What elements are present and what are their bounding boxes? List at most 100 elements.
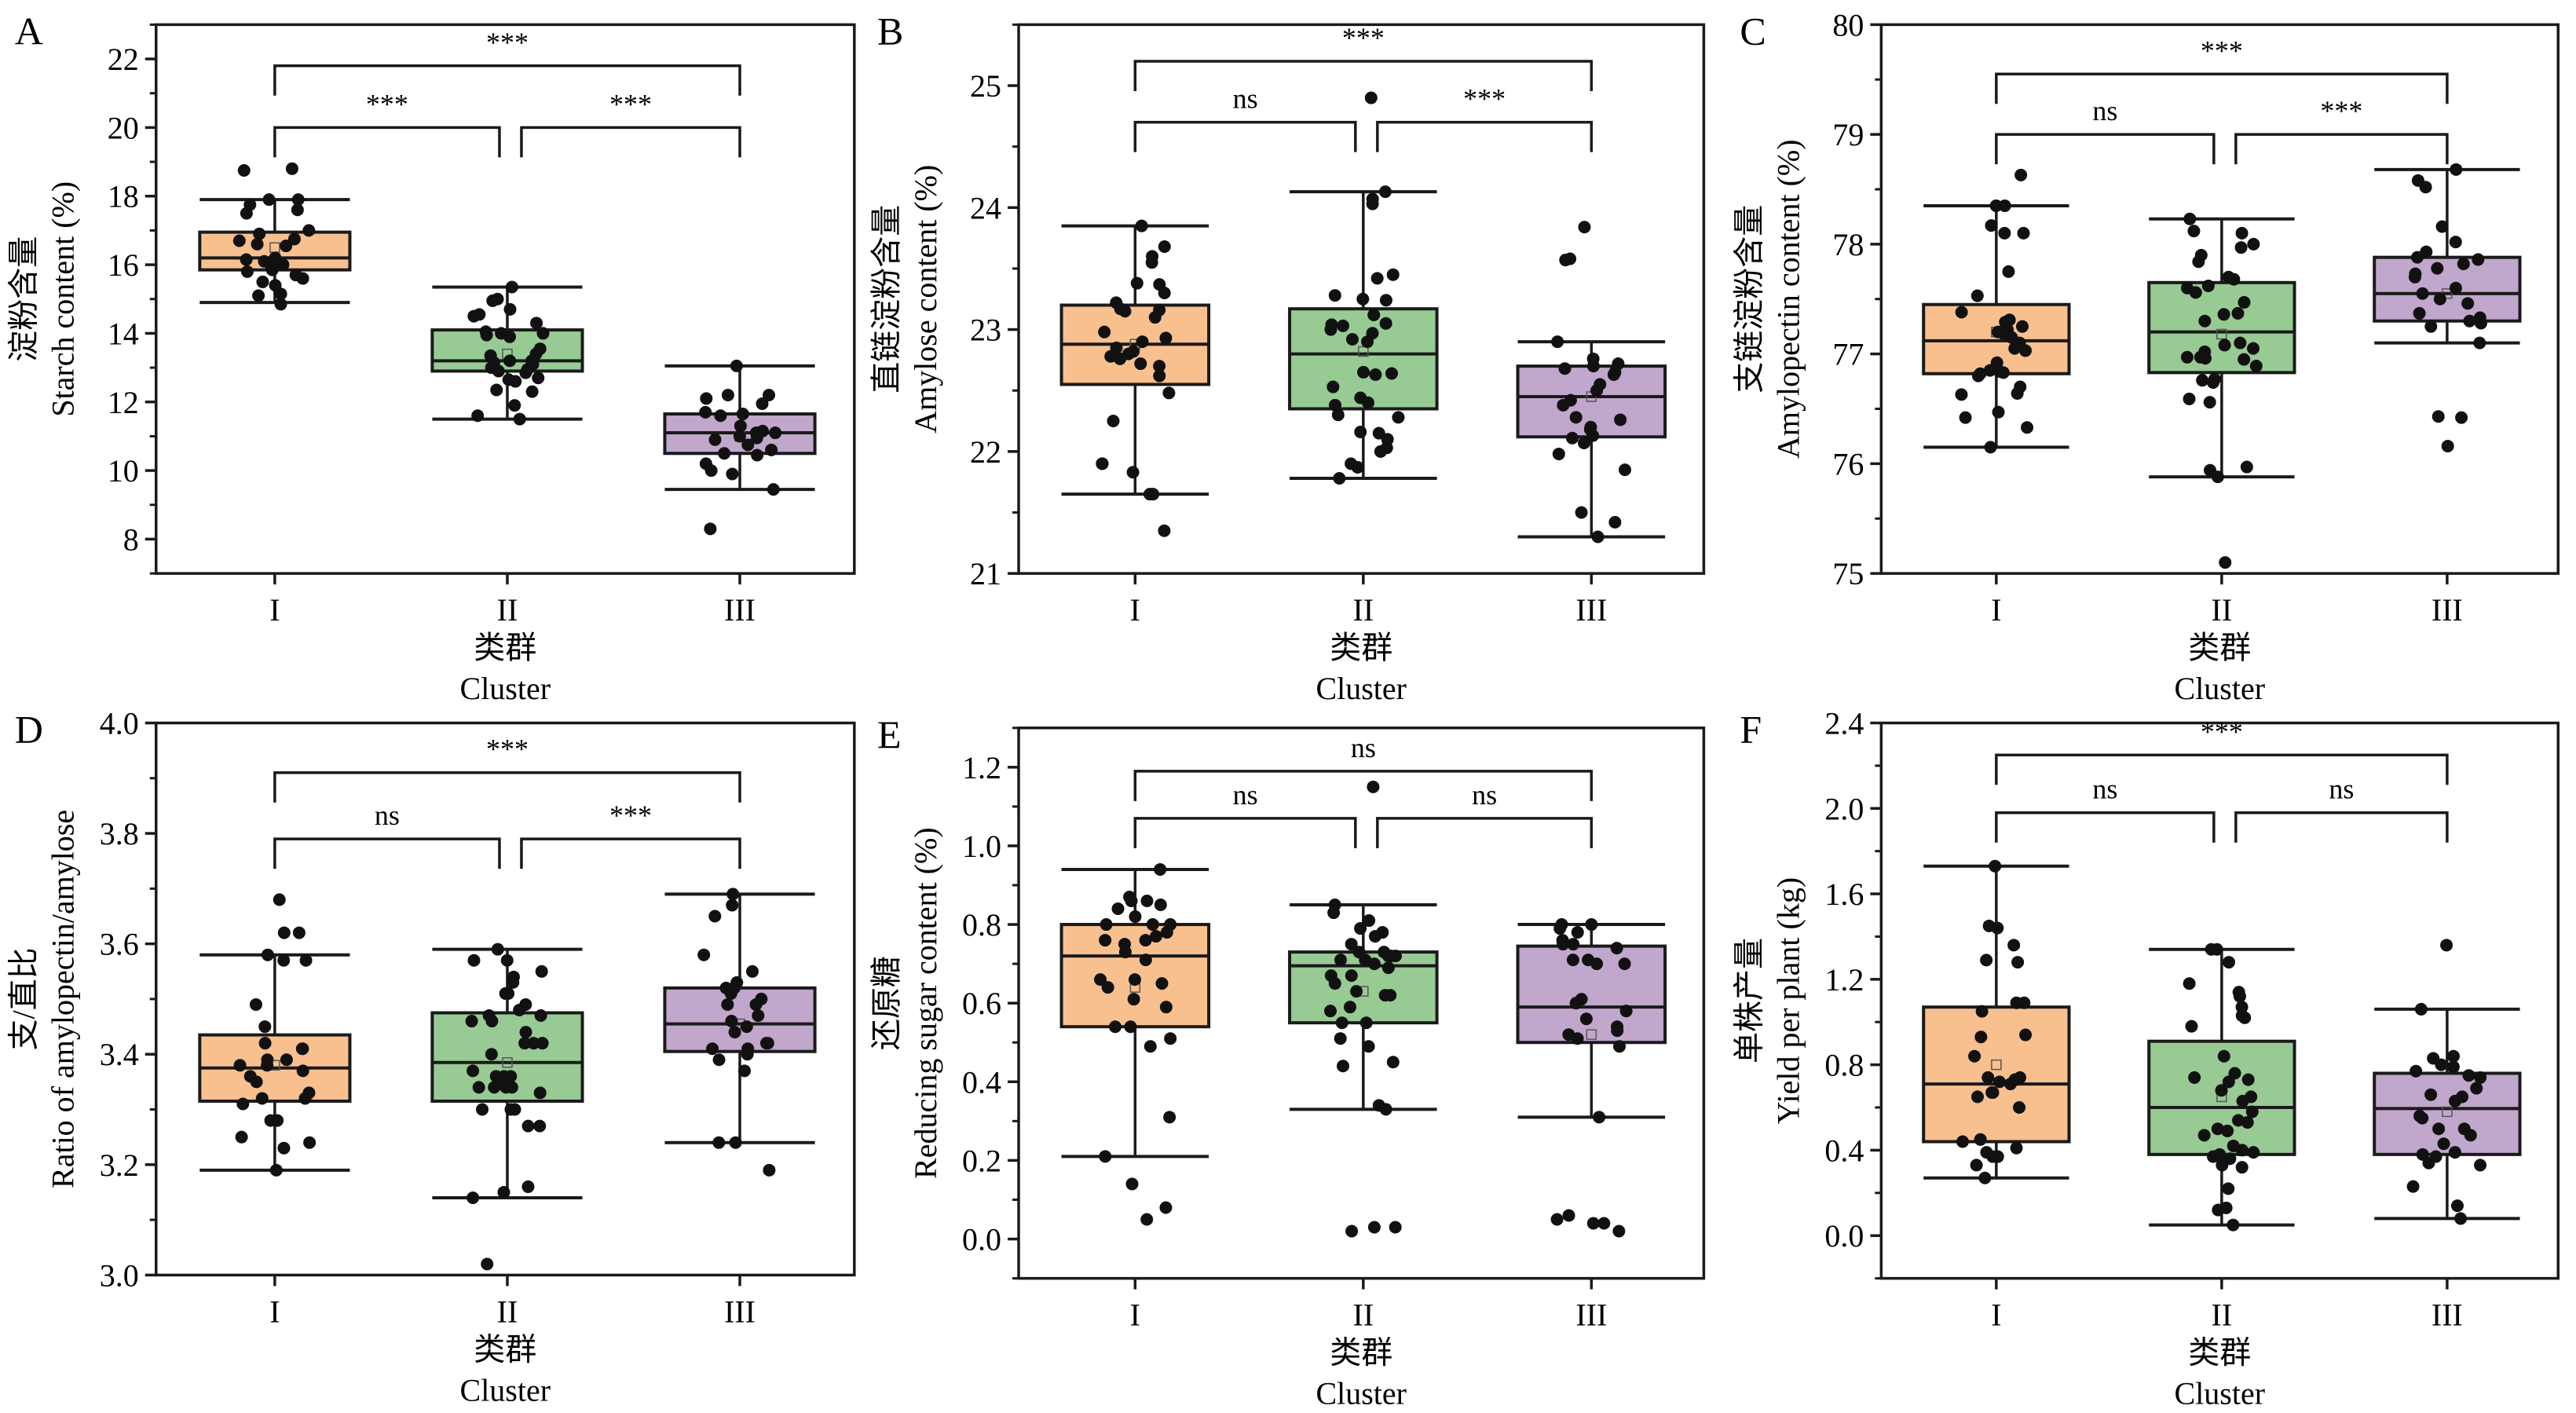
data-point [721,998,734,1011]
data-point [1159,331,1173,345]
x-axis-title: Cluster [2175,1376,2266,1411]
data-point [2007,939,2021,952]
data-point [2002,265,2015,278]
y-axis-title: Ratio of amylopectin/amylose [46,810,81,1188]
y-tick-label: 76 [1832,446,1864,481]
mean-marker [2442,1106,2453,1118]
iqr-box [1288,307,1439,411]
panel-letter: F [1740,707,1762,751]
y-tick-label: 77 [1832,337,1864,372]
data-point [503,302,517,316]
data-point [488,1081,501,1094]
y-axis-title-cn: 支/直比 [6,947,42,1050]
x-tick-label: II [497,1294,518,1329]
data-point [2221,1124,2234,1137]
data-point [1984,441,1997,454]
y-tick-label: 1.6 [1824,877,1864,912]
data-point [2238,353,2251,366]
significance-label: *** [486,734,529,765]
significance-bracket [1133,817,1357,848]
y-tick-label: 8 [123,522,139,557]
data-point [1140,1213,1154,1226]
data-point [1593,1111,1606,1124]
data-point [232,234,246,247]
data-point [2463,314,2476,328]
data-point [2183,977,2196,990]
significance-label: ns [1351,732,1376,763]
data-point [2249,359,2263,372]
data-point [291,203,304,217]
data-point [699,405,712,419]
data-point [1345,969,1358,983]
data-point [2210,943,2223,956]
x-tick-label: III [724,1294,756,1329]
data-point [1324,1005,1337,1018]
y-tick-label: 16 [108,247,139,283]
y-tick-label: 22 [970,434,1001,470]
data-point [2241,1116,2254,1129]
data-point [1571,926,1584,939]
data-point [2011,386,2024,400]
data-point [1149,930,1162,943]
data-point [1558,362,1572,375]
data-point [2197,1129,2211,1142]
y-tick-label: 3.4 [100,1037,139,1072]
significance-label: *** [1463,83,1506,115]
data-point [2457,258,2470,271]
significance-label: *** [1342,22,1385,53]
data-point [2222,1075,2235,1089]
data-point [2433,292,2446,306]
x-axis-title: Cluster [460,671,551,706]
data-point [1100,918,1113,932]
data-point [536,327,550,340]
data-point [280,240,293,253]
panel-letter: D [15,707,43,751]
significance-bracket [1133,120,1357,152]
data-point [1354,425,1367,438]
data-point [1986,1085,2000,1099]
y-tick-label: 0.8 [1824,1048,1864,1083]
data-point [1158,524,1171,537]
data-point [277,1141,291,1155]
data-point [518,1037,532,1050]
data-point [481,1257,494,1271]
data-point [1333,471,1346,485]
data-point [503,330,516,343]
significance-bracket [2234,133,2449,165]
data-point [521,1119,535,1133]
data-point [1130,276,1143,290]
box-group-II [430,943,584,1271]
significance-bracket [1995,133,2216,165]
data-point [2015,320,2029,333]
data-point [741,438,755,452]
panel-letter: A [15,9,43,53]
data-point [2008,342,2022,355]
data-point [1163,1111,1176,1124]
data-point [2227,1218,2240,1232]
data-point [527,1037,540,1050]
data-point [1369,368,1382,382]
y-tick-label: 0.4 [962,1064,1001,1100]
data-point [704,522,717,536]
data-point [1367,780,1380,793]
data-point [485,1048,498,1061]
data-point [274,298,287,311]
data-point [1567,938,1580,951]
data-point [486,294,499,307]
data-point [2018,996,2031,1009]
data-point [2432,1122,2446,1136]
data-point [1139,954,1152,967]
data-point [533,1119,547,1133]
data-point [1379,317,1392,330]
x-tick-label: III [2431,1298,2463,1333]
data-point [2019,1028,2033,1041]
data-point [2222,1182,2235,1195]
data-point [1578,221,1591,234]
data-point [240,265,254,278]
x-axis-title-cn: 类群 [1330,630,1392,665]
data-point [1368,930,1381,943]
data-point [534,1009,547,1023]
significance-label: *** [2320,95,2362,126]
data-point [1557,398,1570,412]
data-point [1134,357,1147,371]
